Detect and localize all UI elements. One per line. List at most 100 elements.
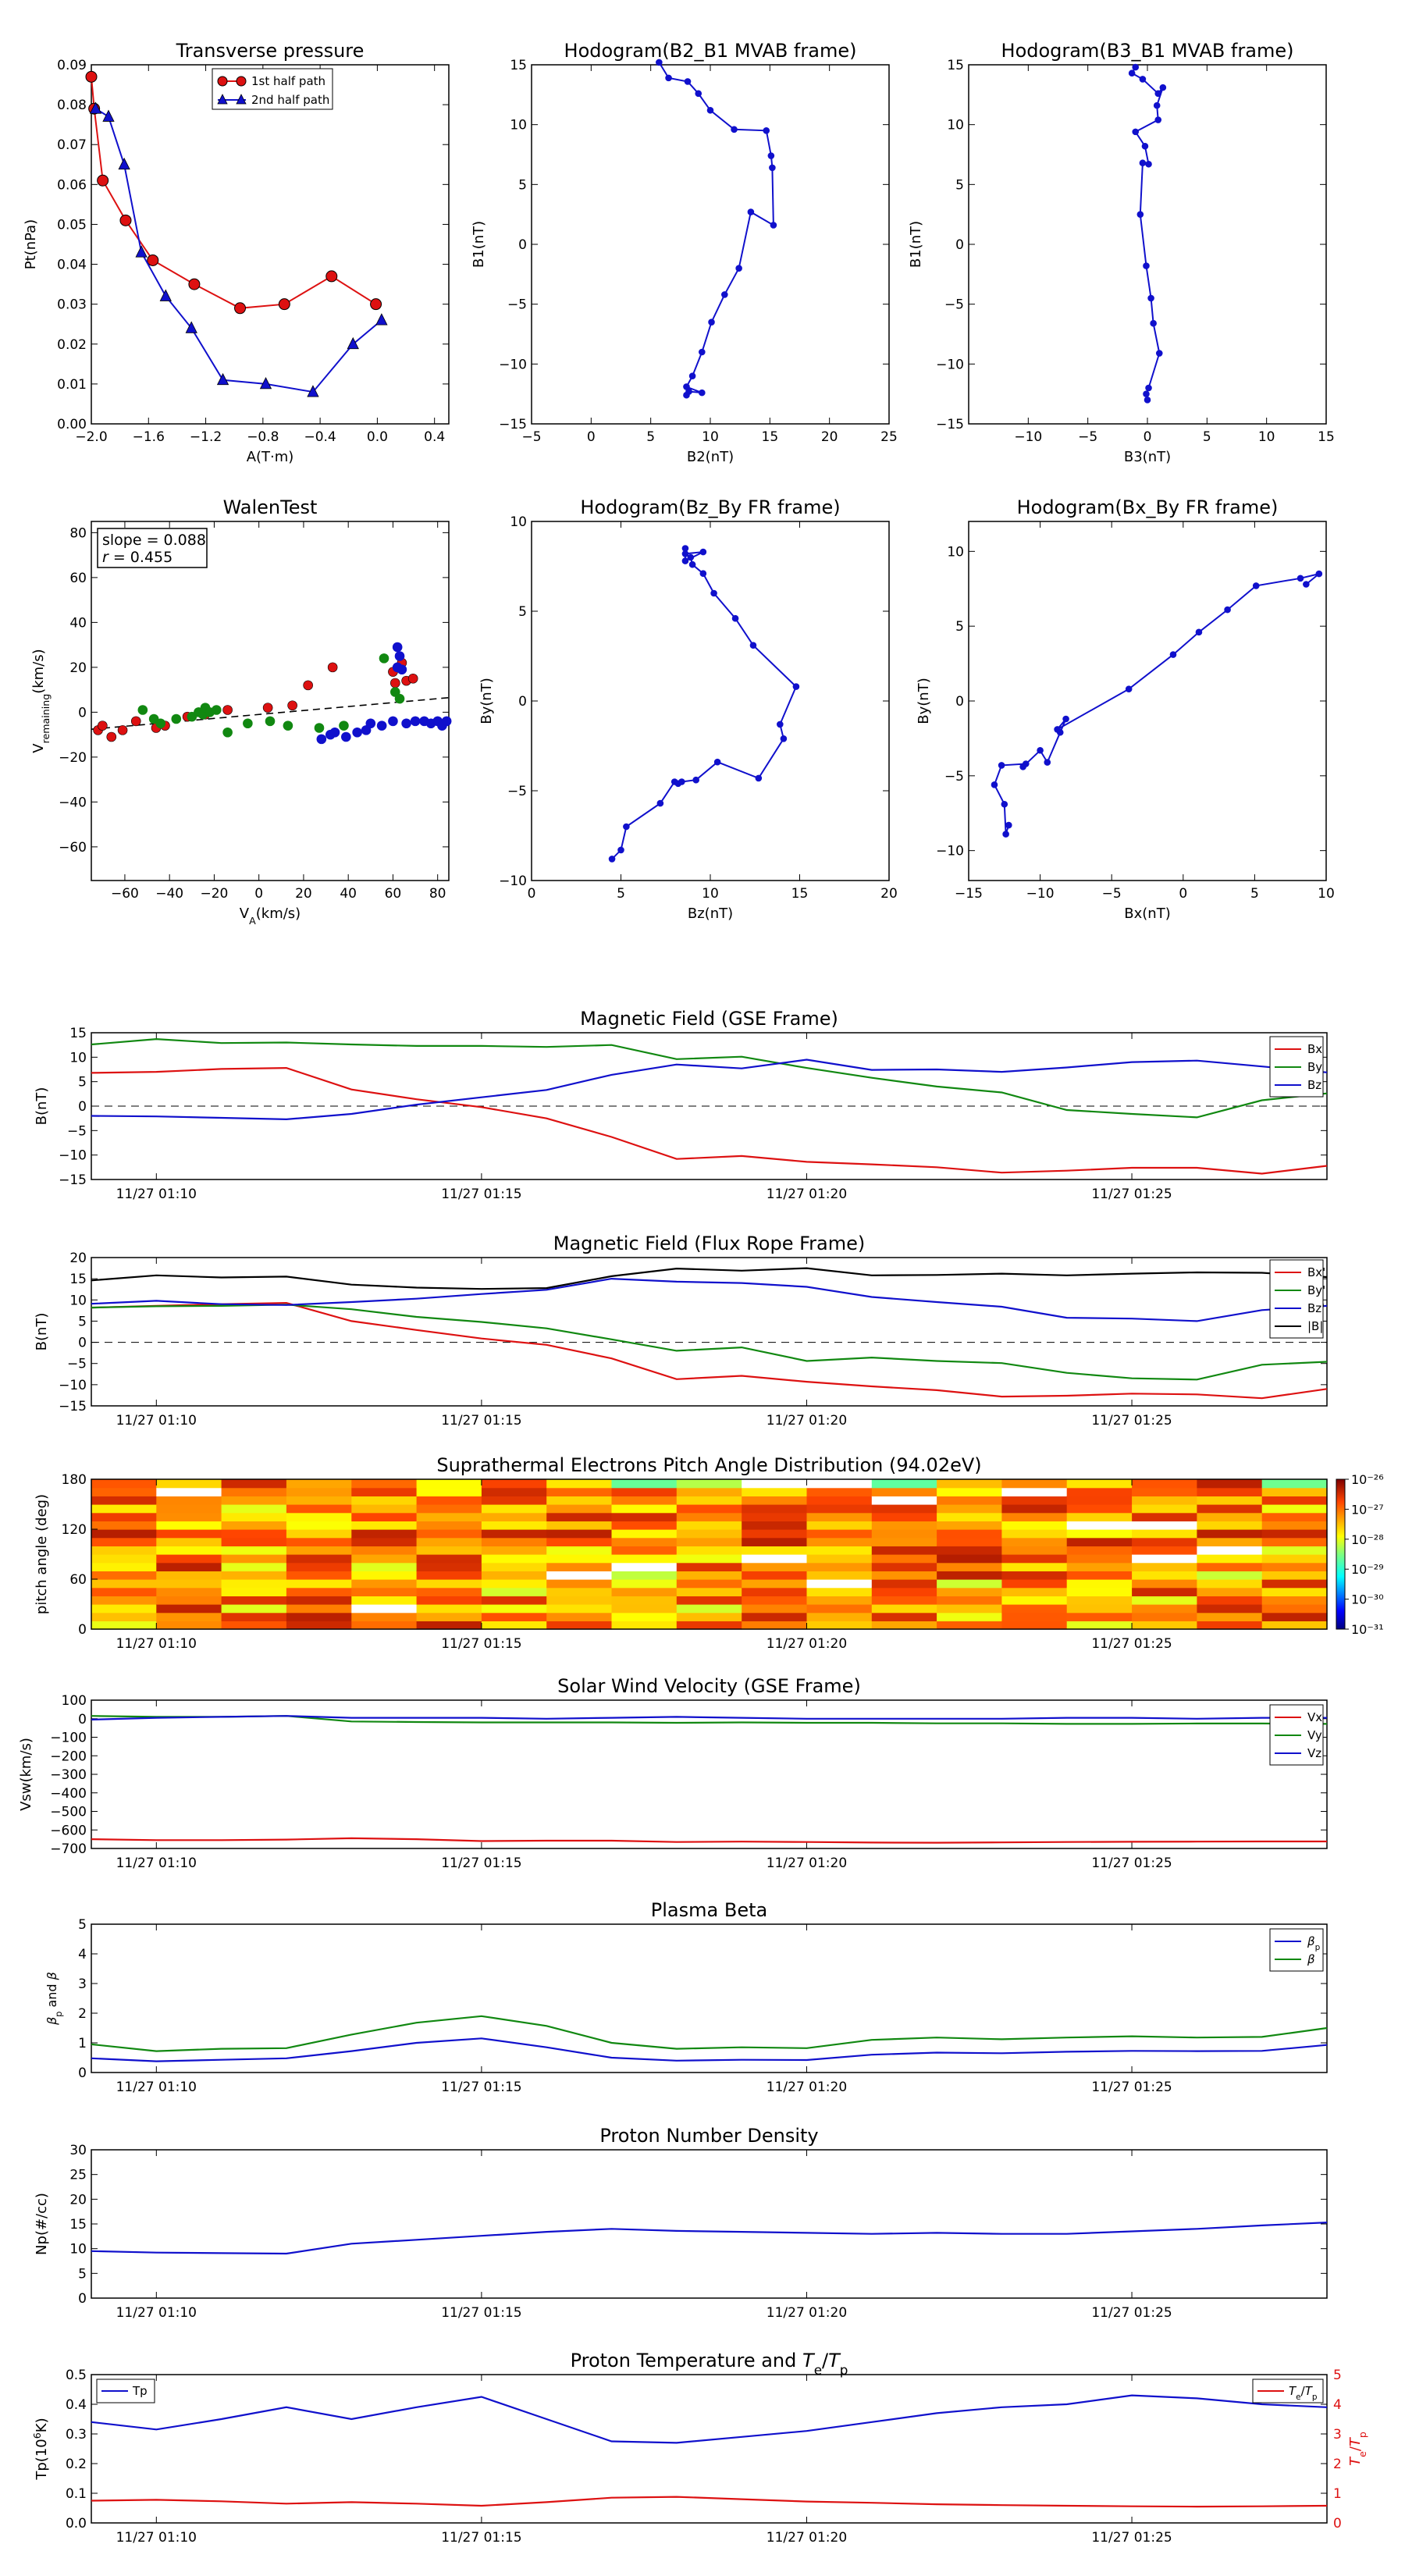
y-tick-label: 5 [518,604,527,620]
data-point [97,174,109,187]
x-axis-label: B3(nT) [1124,449,1171,465]
y-tick-label: 15 [947,58,964,73]
heatmap-cell [156,1596,222,1605]
data-point [147,254,159,266]
data-point [780,735,788,742]
heatmap-cell [481,1546,547,1555]
heatmap-cell [1197,1621,1263,1630]
heatmap-cell [156,1554,222,1564]
series-line [91,2015,1328,2052]
heatmap-cell [546,1479,613,1489]
legend-label: Vy [1307,1728,1322,1742]
legend-label: βp [1307,1934,1321,1952]
y-axis-label: Vsw(km/s) [18,1738,34,1811]
heatmap-cell [221,1579,287,1589]
series-line [91,1066,1328,1175]
heatmap-cell [91,1529,157,1539]
heatmap-cell [806,1621,873,1630]
y-tick-label: −5 [507,784,527,799]
heatmap-cell [1132,1562,1197,1571]
plot-frame [531,521,890,881]
heatmap-cell [1001,1512,1068,1521]
heatmap-cell [351,1512,418,1521]
y-tick-label: −10 [499,873,527,889]
data-point [211,705,222,715]
heatmap-cell [546,1587,613,1596]
heatmap-cell [1132,1529,1197,1539]
heatmap-cell [221,1537,287,1546]
data-point [1154,116,1162,123]
heatmap-cell [742,1487,808,1496]
data-point [1139,159,1147,167]
plot-frame [91,2374,1328,2524]
data-point [688,560,696,568]
data-point [243,718,253,729]
data-point [376,720,387,731]
x-tick-label: 11/27 01:20 [767,2305,847,2321]
chart-title: Plasma Beta [651,1899,767,1921]
heatmap-cell [806,1512,873,1521]
heatmap-cell [871,1479,937,1489]
data-point [710,589,717,597]
heatmap-cell [1001,1529,1068,1539]
heatmap-cell [1197,1487,1263,1496]
heatmap-cell [1132,1537,1197,1546]
heatmap-cell [286,1546,352,1555]
data-point [770,222,777,229]
data-point [410,716,421,727]
data-point [135,245,148,258]
data-point [721,291,728,298]
y-tick-label: 180 [62,1472,87,1488]
heatmap-cell [1001,1546,1068,1555]
heatmap-cell [156,1587,222,1596]
y-axis-label: Pt(nPa) [23,219,39,269]
y-tick-label: 30 [69,2143,87,2158]
plot-frame [968,521,1327,881]
y-tick-label: 0.5 [66,2368,87,2383]
colorbar-label: 10⁻²⁹ [1351,1562,1384,1577]
y-axis-label: Vremaining(km/s) [30,649,52,753]
heatmap-cell [742,1587,808,1596]
x-tick-label: 0 [1179,886,1187,902]
data-point [678,778,685,785]
chart-h21: −15 −10 −5 0 5 10 15 −5 0 5 10 15 20 25 Hodogram(B2_B1… [471,40,898,465]
heatmap-cell [1001,1604,1068,1614]
heatmap-cell [742,1596,808,1605]
heatmap-cell [937,1529,1002,1539]
data-point [1001,800,1008,808]
y-tick-label: 20 [69,1251,87,1266]
heatmap-cell [1066,1479,1133,1489]
legend-box [1269,1928,1324,1972]
heatmap-cell [1001,1579,1068,1589]
heatmap-cell [1197,1512,1263,1521]
heatmap-cell [806,1612,873,1621]
y-tick-label: −15 [499,417,527,432]
heatmap-cell [871,1562,937,1571]
data-point [118,157,130,170]
heatmap-cell [871,1571,937,1580]
heatmap-cell [91,1612,157,1621]
legend-box [212,68,333,110]
heatmap-cell [611,1529,678,1539]
data-point [1143,262,1150,269]
heatmap-cell [1132,1504,1197,1514]
chart-h31: −15 −10 −5 0 5 10 15 −10 −5 0 5 10 15 Hodogram(B3_B1 … [908,40,1335,465]
heatmap-cell [611,1479,678,1489]
x-tick-label: −10 [1014,429,1042,445]
x-tick-label: 0 [528,886,536,902]
legend-marker [236,76,247,87]
heatmap-cell [286,1487,352,1496]
data-point [699,570,707,578]
heatmap-cell [806,1496,873,1505]
heatmap-cell [611,1612,678,1621]
heatmap-cell [1132,1596,1197,1605]
heatmap-cell [1001,1479,1068,1489]
data-point [392,662,403,673]
series-line [91,1037,1328,1119]
heatmap-cell [676,1529,742,1539]
y-tick-label: 0 [78,1336,87,1351]
heatmap-cell [676,1587,742,1596]
heatmap-cell [481,1479,547,1489]
y-tick-label: 0 [955,694,964,710]
heatmap-cell [481,1504,547,1514]
